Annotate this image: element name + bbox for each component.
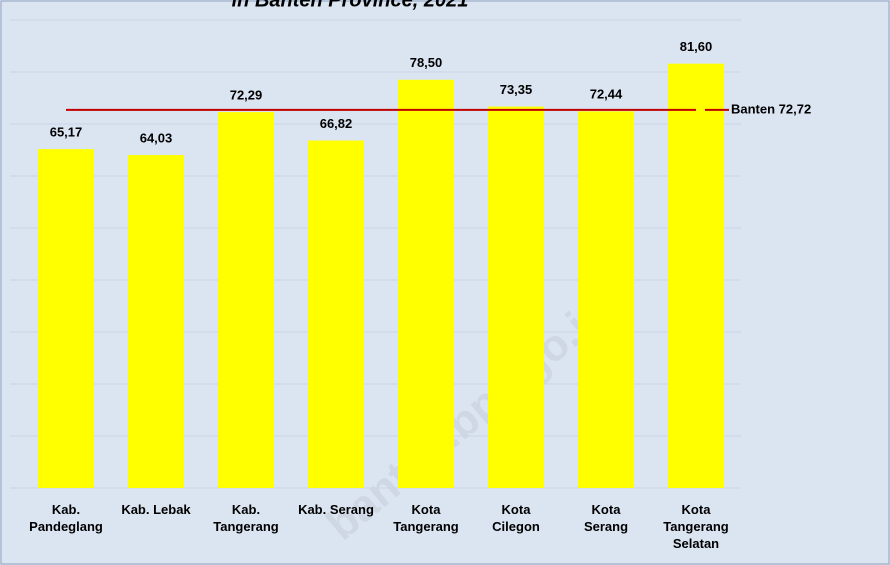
value-label: 78,50: [410, 55, 443, 70]
chart-title: in Banten Province, 2021: [232, 0, 469, 11]
bar: [398, 79, 454, 489]
value-label: 66,82: [320, 116, 353, 131]
value-label: 72,29: [230, 88, 263, 103]
bar: [308, 140, 364, 488]
bar: [668, 63, 724, 489]
bar: [128, 155, 184, 488]
x-tick-label: Kota Tangerang: [393, 502, 459, 534]
bar: [488, 106, 544, 488]
bar: [578, 111, 634, 488]
x-tick-label: Kota Cilegon: [492, 502, 540, 534]
value-label: 65,17: [50, 125, 83, 140]
x-tick-label: Kab. Lebak: [121, 502, 191, 517]
x-tick-label: Kota Tangerang Selatan: [663, 502, 729, 551]
bar: [38, 149, 94, 488]
x-tick-label: Kota Serang: [583, 502, 629, 534]
reference-label: Banten 72,72: [731, 101, 811, 116]
bar: [218, 112, 274, 488]
x-tick-label: Kab. Tangerang: [213, 502, 279, 534]
value-label: 81,60: [680, 39, 713, 54]
value-label: 72,44: [590, 87, 623, 102]
value-label: 73,35: [500, 82, 533, 97]
x-tick-label: Kab. Pandeglang: [29, 502, 103, 534]
value-label: 64,03: [140, 130, 173, 145]
x-tick-label: Kab. Serang: [298, 502, 374, 517]
